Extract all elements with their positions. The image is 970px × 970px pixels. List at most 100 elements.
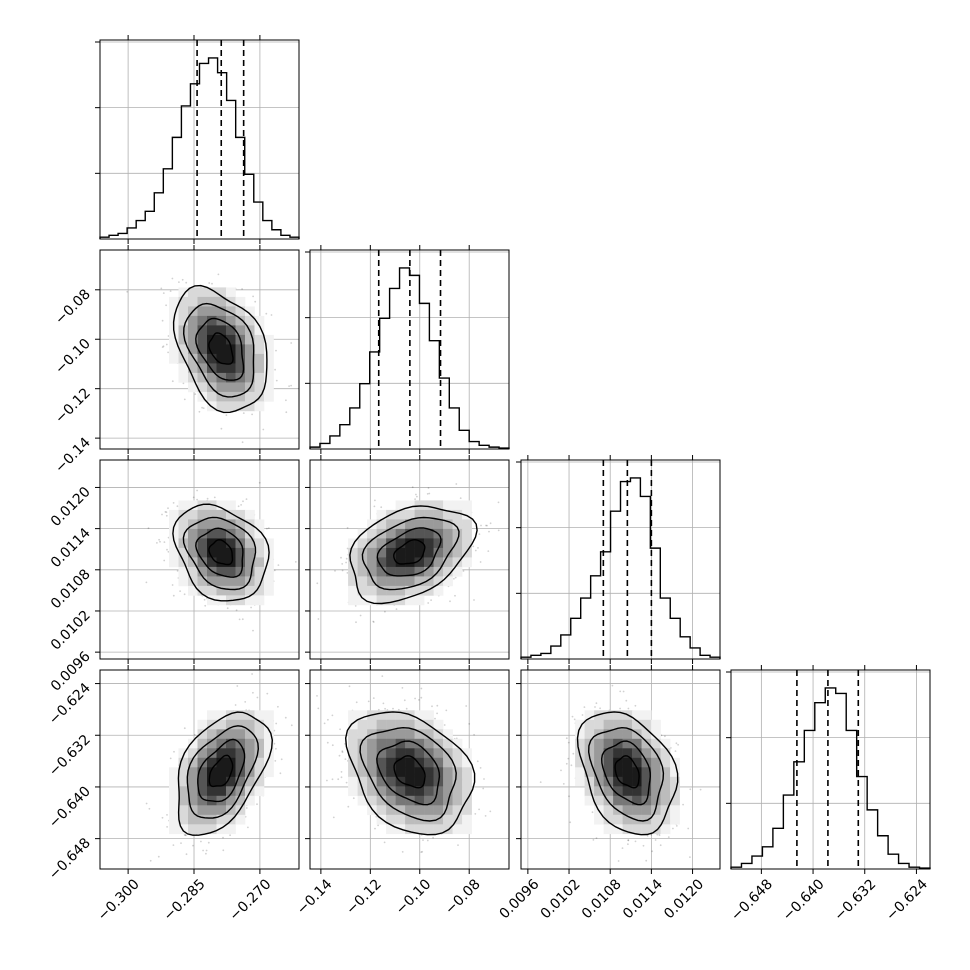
density-cell — [594, 738, 604, 749]
scatter-point — [273, 729, 276, 732]
density-cell — [178, 344, 189, 355]
density-cell — [178, 814, 189, 825]
density-cell — [235, 795, 246, 806]
contour-line-3 — [349, 505, 478, 605]
scatter-point — [348, 685, 351, 688]
density-cell — [367, 595, 377, 606]
scatter-point — [384, 610, 386, 613]
density-cell — [264, 372, 274, 383]
density-cell — [207, 315, 217, 326]
scatter-point — [421, 850, 424, 853]
density-cell — [264, 566, 274, 577]
density-cell — [169, 786, 179, 797]
density-cell — [622, 795, 633, 806]
density-cell — [386, 767, 396, 778]
density-cell — [424, 509, 434, 520]
scatter-point — [167, 550, 170, 553]
density-cell — [433, 509, 444, 520]
density-cell — [414, 757, 425, 768]
density-cell — [188, 576, 198, 587]
density-cell — [348, 547, 358, 558]
density-cell — [424, 576, 434, 587]
scatter-point — [682, 803, 684, 806]
density-cell — [622, 814, 633, 825]
density-cell — [357, 538, 368, 549]
scatter-point — [252, 295, 255, 298]
density-cell — [433, 805, 444, 816]
contour-line-0 — [208, 754, 234, 788]
scatter-point — [208, 282, 211, 284]
scatter-point — [383, 841, 386, 844]
density-cell — [245, 538, 255, 549]
y-tick-label: −0.10 — [52, 336, 94, 378]
scatter-point — [380, 506, 383, 509]
density-cell — [254, 325, 265, 336]
density-cell — [207, 585, 217, 596]
density-cell — [395, 814, 406, 825]
scatter-point — [284, 716, 287, 719]
density-cell — [367, 585, 377, 596]
scatter-point — [275, 722, 278, 725]
scatter-point — [331, 778, 334, 781]
density-cell — [367, 738, 377, 749]
density-cell — [216, 748, 227, 759]
scatter-point — [345, 557, 348, 560]
scatter-point — [346, 547, 349, 550]
density-cell — [603, 814, 614, 825]
density-cell — [188, 500, 198, 511]
density-cell — [575, 757, 585, 768]
density-cell — [443, 528, 453, 539]
scatter-point — [359, 614, 362, 617]
density-cell — [197, 382, 208, 393]
density-cell — [226, 786, 236, 797]
histogram-step — [99, 57, 300, 239]
density-cell — [632, 748, 642, 759]
density-cell — [660, 738, 671, 749]
panel-frame — [520, 459, 721, 660]
scatter-point — [172, 844, 175, 846]
scatter-point — [486, 524, 488, 527]
histogram-panel-3 — [726, 665, 931, 874]
scatter-point — [474, 813, 477, 815]
density-cell — [188, 748, 198, 759]
scatter-point — [627, 839, 630, 842]
density-cell — [452, 786, 463, 797]
scatter-point — [468, 723, 471, 725]
density-cell — [462, 757, 472, 768]
density-cell — [424, 814, 434, 825]
scatter-point — [341, 751, 344, 754]
density-cell — [414, 547, 425, 558]
density-cell — [395, 509, 406, 520]
density-cell — [405, 528, 415, 539]
density-cell — [197, 528, 208, 539]
scatter-point — [667, 836, 670, 838]
density-cell — [386, 710, 396, 721]
density-cell — [670, 767, 680, 778]
density-cell — [424, 738, 434, 749]
density-cell — [462, 509, 472, 520]
density-cell — [216, 738, 227, 749]
density-cell — [376, 805, 387, 816]
density-cell — [660, 757, 671, 768]
density-cell — [395, 748, 406, 759]
contour-line-1 — [197, 738, 246, 803]
density-cell — [245, 353, 255, 364]
density-cell — [613, 748, 623, 759]
scatter-point — [674, 750, 677, 752]
x-tick-label: 0.0096 — [497, 876, 543, 922]
density-cell — [395, 710, 406, 721]
density-cell — [207, 344, 217, 355]
scatter-point — [241, 618, 244, 621]
density-cell — [207, 757, 217, 768]
scatter-point — [204, 604, 207, 607]
scatter-point — [341, 750, 344, 752]
density-cell — [348, 786, 358, 797]
density-cell — [584, 767, 595, 778]
panel-frame — [99, 39, 300, 240]
scatter-point — [562, 783, 565, 785]
density-cell — [452, 557, 463, 568]
scatter-point — [237, 505, 240, 508]
density-cell — [651, 738, 661, 749]
scatter-point — [405, 707, 408, 710]
density-cell — [207, 557, 217, 568]
